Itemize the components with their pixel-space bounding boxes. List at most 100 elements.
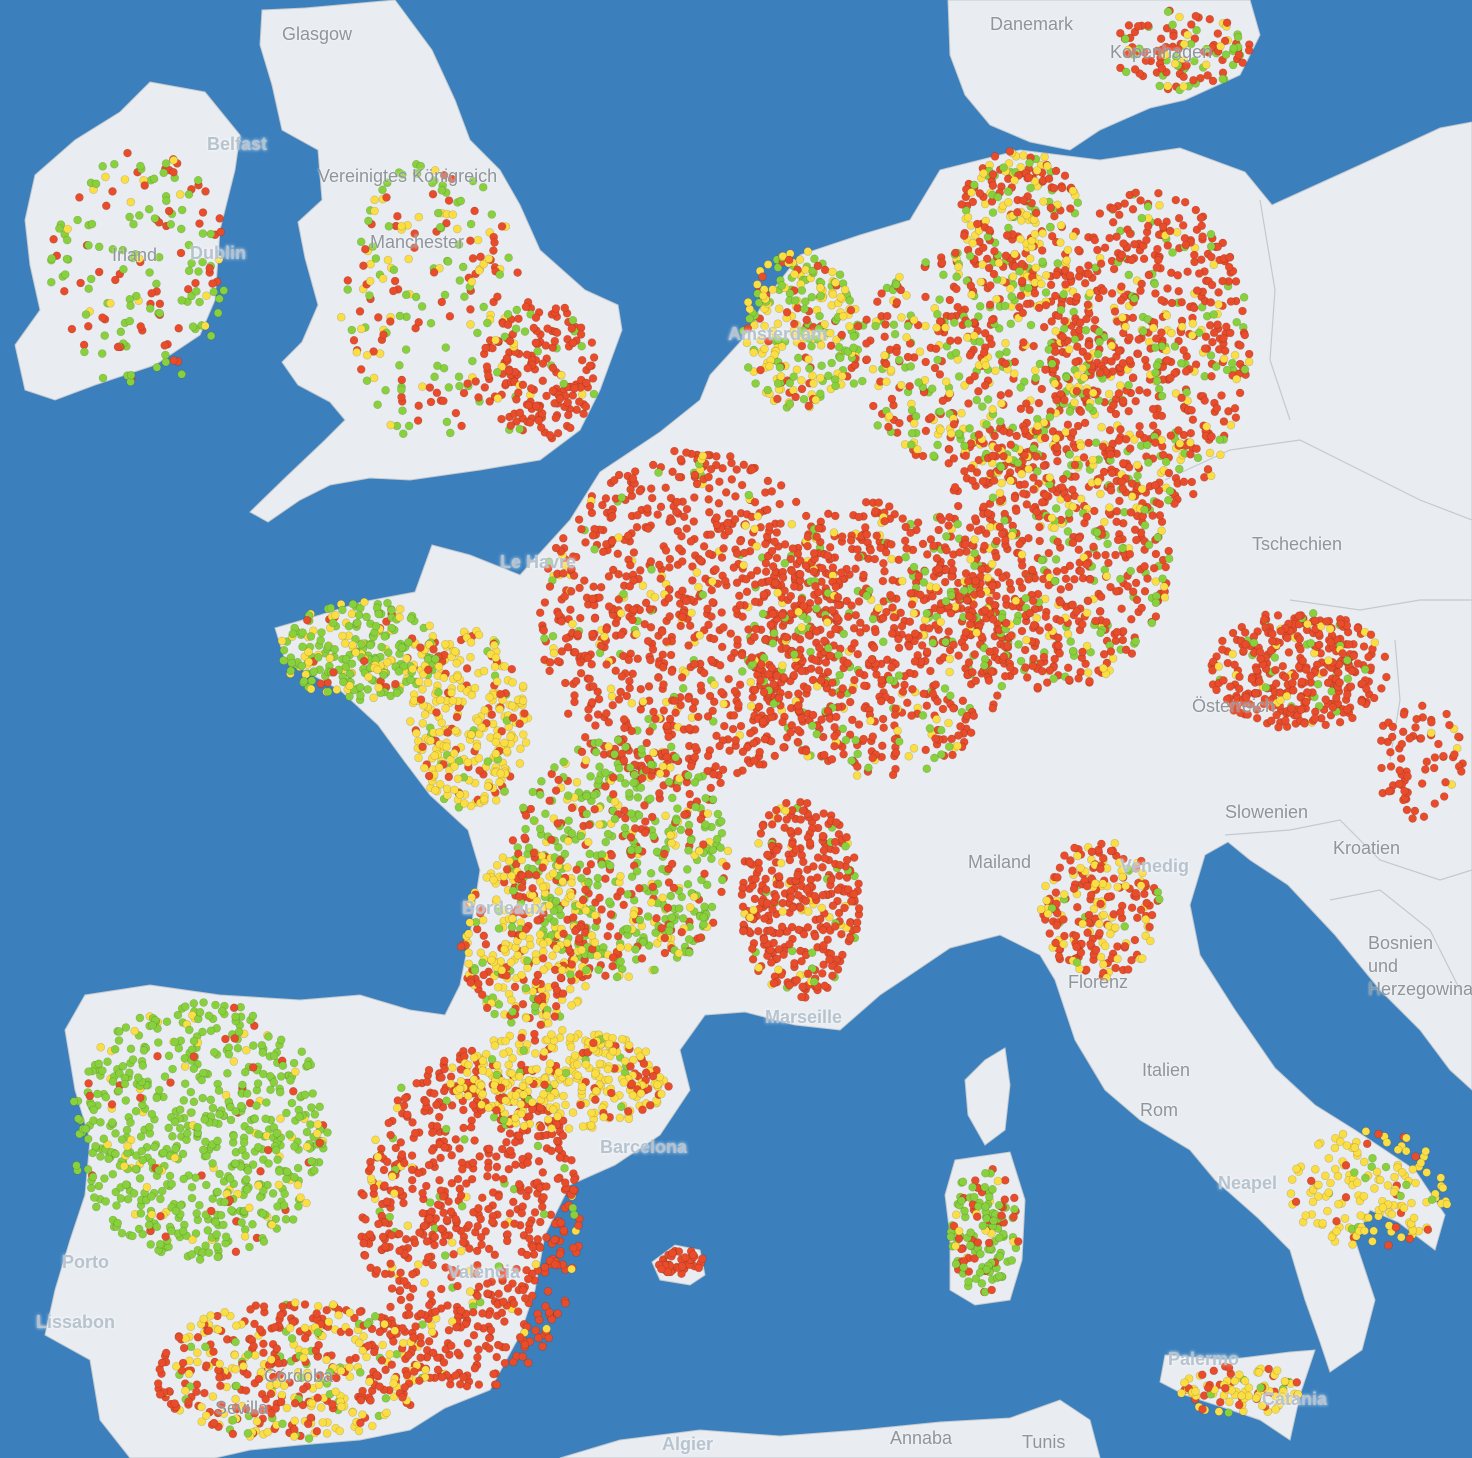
data-point (954, 429, 964, 439)
data-point (629, 605, 639, 615)
data-point (586, 772, 595, 781)
data-point (1019, 196, 1028, 205)
data-point (927, 384, 937, 394)
data-point (933, 355, 943, 365)
data-point (801, 511, 811, 521)
data-point (708, 706, 718, 716)
data-point (1107, 289, 1117, 298)
data-point (1070, 335, 1080, 344)
data-point (1052, 395, 1061, 405)
data-point (900, 536, 910, 546)
data-point (907, 600, 917, 609)
data-point (1150, 279, 1160, 289)
data-point (688, 562, 697, 571)
data-point (1005, 578, 1015, 588)
data-point (1231, 413, 1241, 422)
data-point (971, 576, 980, 586)
data-point (1377, 684, 1386, 693)
data-point (1053, 259, 1062, 268)
data-point (1053, 537, 1062, 547)
data-point (1109, 400, 1118, 410)
data-point (826, 630, 835, 639)
data-point (1197, 221, 1206, 231)
data-point (931, 680, 941, 689)
data-point (1278, 661, 1288, 671)
data-point (1064, 582, 1074, 592)
data-point (1090, 235, 1100, 245)
data-point (602, 709, 611, 718)
data-point (668, 467, 677, 477)
data-point (1039, 652, 1049, 662)
data-point (1037, 279, 1046, 289)
data-point (791, 296, 800, 305)
data-point (773, 319, 783, 329)
data-point (387, 605, 396, 615)
data-point (962, 595, 972, 605)
data-point (1015, 266, 1024, 276)
data-point (932, 323, 942, 333)
data-point (819, 636, 829, 646)
data-point (1181, 367, 1191, 376)
data-point (936, 725, 946, 735)
data-point (807, 292, 817, 302)
data-point (1121, 322, 1130, 332)
data-point (1076, 566, 1086, 576)
data-point (888, 575, 897, 585)
data-point (1115, 496, 1124, 506)
data-point (326, 603, 336, 613)
data-point (743, 363, 753, 372)
data-point (1029, 485, 1038, 494)
data-point (1005, 147, 1015, 156)
data-point (448, 696, 458, 706)
data-point (692, 568, 702, 577)
data-point (1313, 679, 1323, 689)
data-point (506, 732, 515, 741)
data-point (479, 794, 489, 804)
data-point (1124, 270, 1134, 280)
data-point (1347, 666, 1357, 676)
data-point (815, 283, 825, 292)
data-point (1050, 211, 1059, 221)
data-point (1209, 328, 1219, 338)
data-point (764, 336, 773, 346)
data-point (348, 640, 357, 650)
data-point (1044, 174, 1054, 183)
data-point (964, 399, 973, 408)
data-point (1167, 328, 1176, 338)
data-point (577, 524, 586, 534)
data-point (451, 726, 460, 736)
data-point (1151, 343, 1160, 352)
data-point (1096, 489, 1105, 499)
data-point (706, 783, 716, 793)
data-point (1105, 425, 1115, 435)
data-point (677, 557, 687, 566)
data-point (862, 339, 871, 348)
data-point (348, 599, 358, 609)
data-point (1178, 221, 1188, 230)
data-point (649, 707, 658, 717)
data-point (841, 735, 851, 745)
data-point (1099, 286, 1108, 296)
data-point (922, 550, 932, 559)
data-point (1109, 204, 1118, 214)
data-point (502, 746, 512, 756)
data-point (1128, 205, 1138, 214)
data-point (1144, 458, 1153, 467)
data-point (508, 678, 517, 687)
data-point (849, 379, 859, 388)
data-point (1149, 563, 1159, 573)
data-point (1074, 674, 1083, 683)
data-point (741, 574, 751, 584)
data-point (681, 448, 691, 457)
data-point (992, 591, 1001, 601)
data-point (323, 687, 333, 697)
data-point (742, 587, 752, 597)
data-point (799, 394, 809, 404)
data-point (897, 313, 906, 322)
data-point (347, 609, 357, 619)
data-point (1095, 607, 1105, 616)
data-point (827, 605, 837, 615)
data-point (674, 472, 684, 482)
